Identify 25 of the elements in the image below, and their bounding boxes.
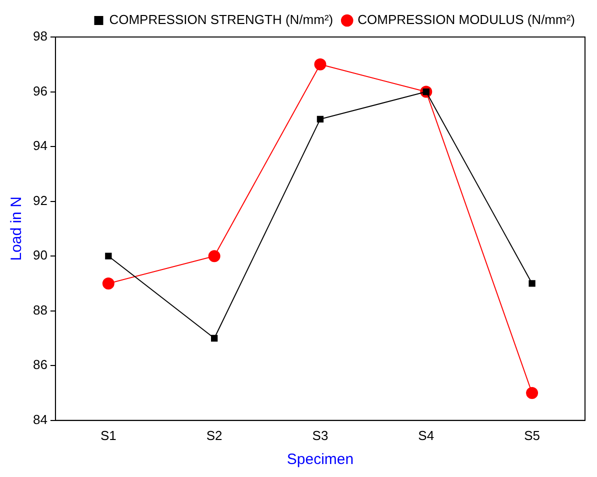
x-tick-label: S1 [100, 428, 116, 443]
y-tick-label: 96 [32, 83, 48, 98]
legend-label: COMPRESSION STRENGTH (N/mm²) [109, 12, 334, 28]
point [528, 280, 536, 287]
point [102, 277, 114, 290]
x-tick-label: S3 [312, 428, 328, 443]
point [316, 116, 324, 122]
point [105, 252, 112, 260]
x-tick-label: S2 [206, 428, 222, 443]
y-tick-label: 94 [32, 138, 48, 154]
x-axis-title: Specimen [286, 451, 354, 468]
y-tick-label: 92 [32, 192, 48, 208]
legend-label: COMPRESSION MODULUS (N/mm²) [358, 12, 575, 28]
point [526, 387, 538, 400]
x-tick-label: S4 [418, 428, 434, 443]
point [208, 250, 220, 262]
y-tick-label: 84 [32, 412, 48, 427]
y-axis-title: Load in N [8, 196, 26, 261]
point [314, 58, 326, 70]
y-tick-label: 86 [32, 357, 48, 372]
y-tick-label: 90 [32, 248, 48, 263]
point [210, 334, 218, 342]
y-tick-label: 88 [32, 302, 48, 318]
x-tick-label: S5 [524, 428, 540, 443]
y-tick-label: 98 [32, 28, 48, 44]
